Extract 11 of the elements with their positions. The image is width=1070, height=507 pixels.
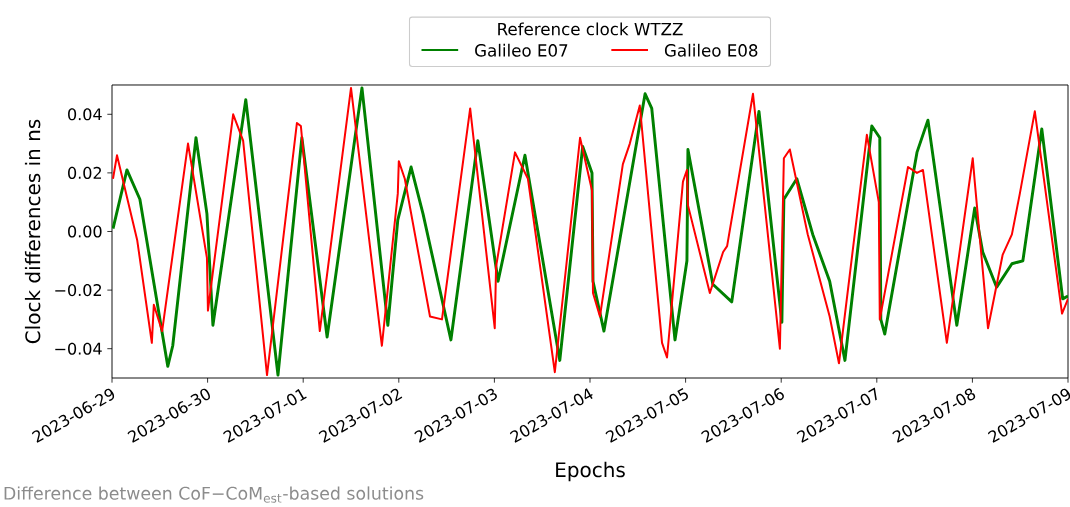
y-tick-label: −0.04 [55,342,102,355]
y-tick-label: 0.02 [68,166,102,179]
legend-label: Galileo E08 [664,43,758,57]
y-tick-label: 0.04 [68,108,102,121]
text: Difference between CoF−CoM$_{est}$-based solutions [4,486,424,503]
legend-label: Galileo E07 [475,43,568,57]
legend-title: Reference clock WTZZ [498,22,683,36]
x-axis-title: Epochs [556,461,625,482]
y-tick-label: 0.00 [68,225,102,238]
y-tick-label: −0.02 [55,284,102,297]
y-axis-title: Clock differences in ns [24,119,41,344]
